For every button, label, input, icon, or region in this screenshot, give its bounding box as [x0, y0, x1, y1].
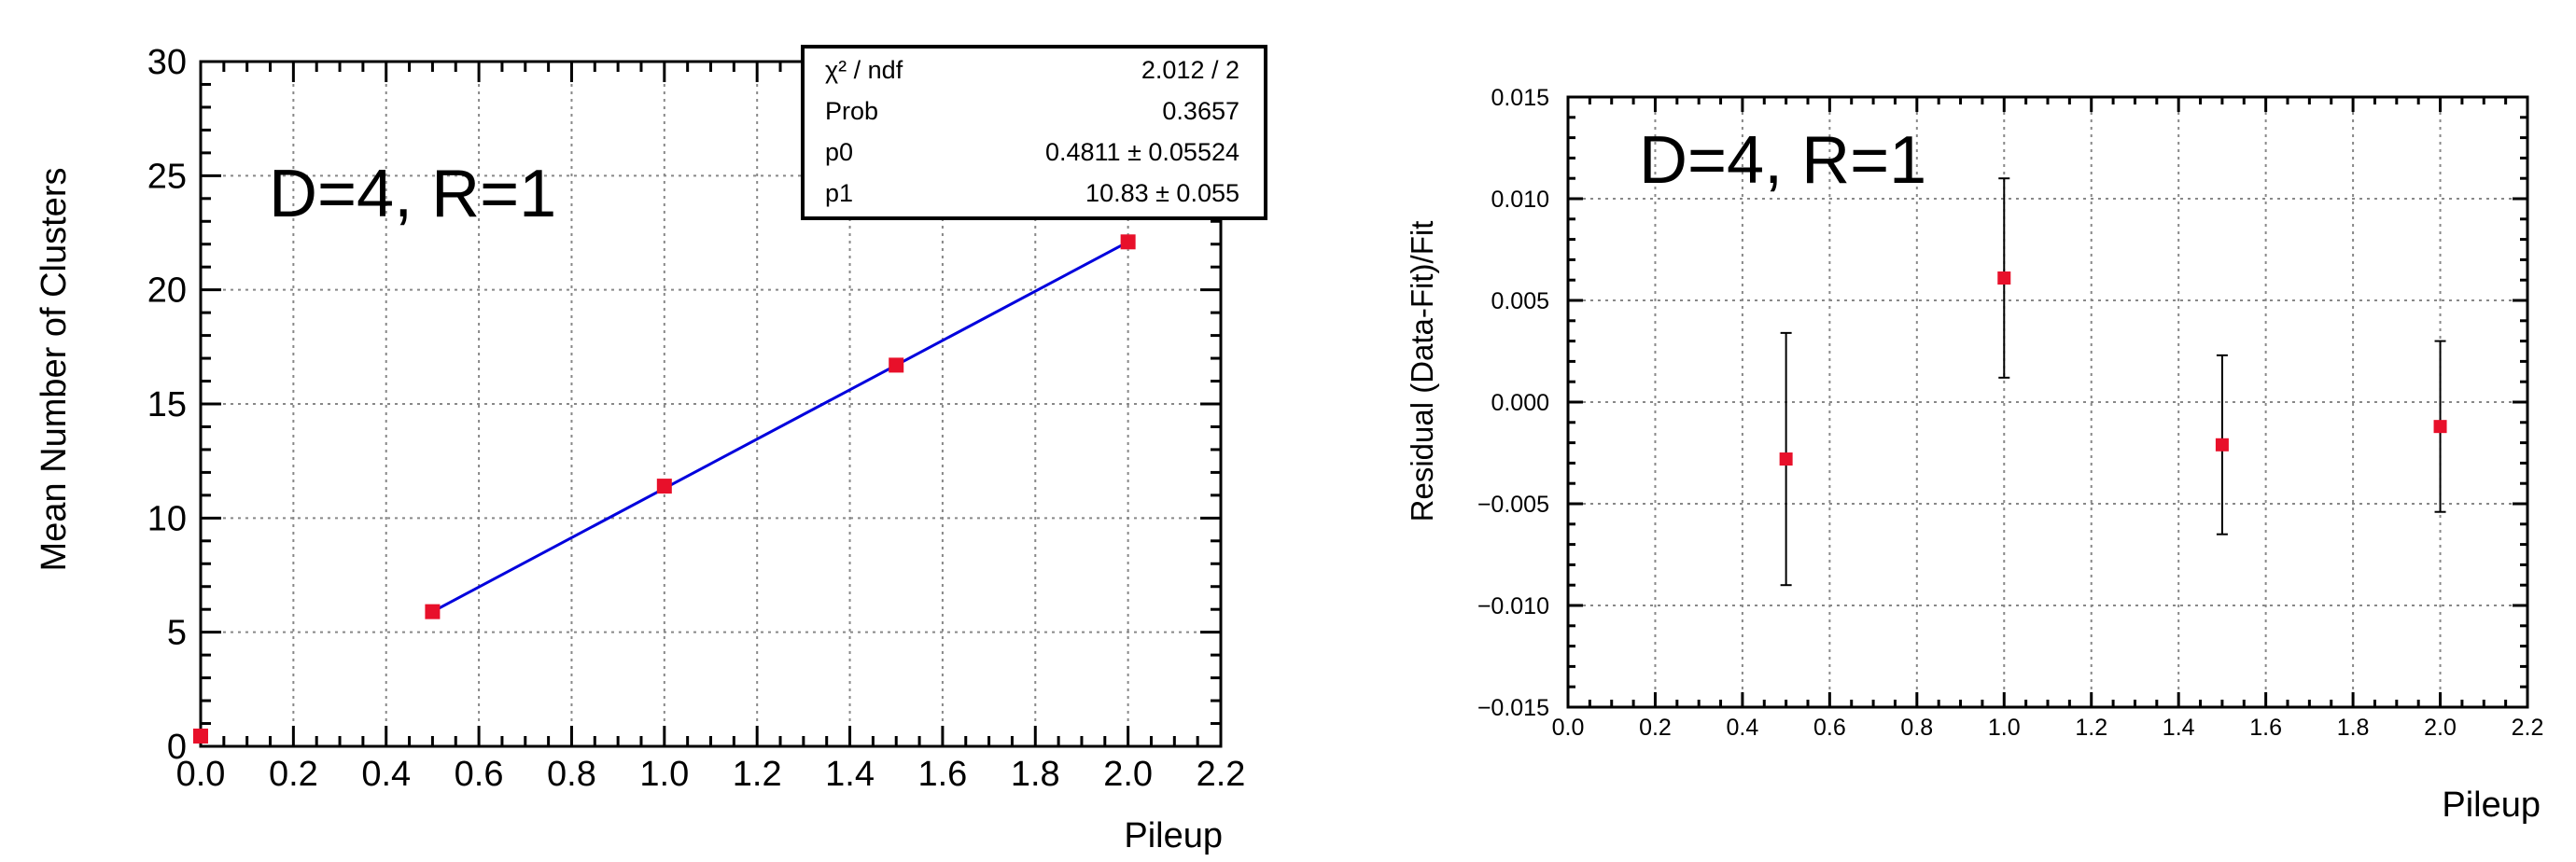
x-tick-label: 1.6	[2249, 715, 2282, 741]
clusters-vs-pileup-panel: Pileup Mean Number of Clusters 0.0 0.2 0.4…	[35, 43, 1267, 855]
x-tick-label: 0.2	[1639, 715, 1672, 741]
stats-value: 10.83 ± 0.055	[1085, 179, 1239, 207]
x-tick-label: 1.2	[2075, 715, 2107, 741]
x-tick-label: 1.2	[733, 755, 782, 794]
y-tick-label: 0.010	[1491, 187, 1549, 213]
x-tick-label: 1.0	[639, 755, 689, 794]
y-tick-label: 20	[147, 271, 187, 311]
plot-frame	[199, 60, 1223, 748]
x-axis-label: Pileup	[1124, 816, 1223, 855]
x-tick-label: 1.4	[2163, 715, 2195, 741]
stats-label: p0	[825, 138, 853, 166]
x-tick-label: 0.8	[1900, 715, 1933, 741]
data-point	[425, 604, 441, 619]
x-tick-label: 1.0	[1988, 715, 2021, 741]
y-axis-label: Mean Number of Clusters	[35, 168, 74, 572]
data-point	[2215, 438, 2229, 452]
x-tick-label: 0.0	[1552, 715, 1585, 741]
stats-box	[801, 45, 1267, 220]
x-tick-label: 0.0	[176, 755, 226, 794]
x-tick-label: 2.0	[2424, 715, 2457, 741]
data-point	[889, 357, 904, 373]
stats-label: Prob	[825, 97, 878, 125]
stats-value: 2.012 / 2	[1141, 56, 1239, 84]
data-point	[1779, 452, 1793, 466]
y-tick-label: 5	[167, 614, 187, 653]
y-tick-label: −0.015	[1477, 695, 1549, 721]
x-tick-label: 0.4	[1727, 715, 1759, 741]
data-point	[193, 728, 208, 744]
plot-frame	[1566, 95, 2529, 709]
y-tick-label: 0.015	[1491, 85, 1549, 111]
annotation-text: D=4, R=1	[269, 157, 556, 231]
y-tick-label: −0.010	[1477, 593, 1549, 619]
y-tick-label: 0.000	[1491, 390, 1549, 416]
y-axis-label: Residual (Data-Fit)/Fit	[1405, 221, 1439, 522]
x-tick-label: 0.2	[269, 755, 318, 794]
stats-label: χ² / ndf	[825, 56, 903, 84]
x-tick-label: 2.0	[1103, 755, 1153, 794]
grid	[1568, 97, 2527, 707]
data-point	[1120, 234, 1136, 250]
data-point	[656, 479, 672, 494]
y-tick-label: −0.005	[1477, 492, 1549, 518]
x-tick-label: 1.8	[2337, 715, 2370, 741]
annotation-text: D=4, R=1	[1639, 123, 1926, 198]
x-axis-label: Pileup	[2442, 786, 2541, 825]
stats-value: 0.3657	[1162, 97, 1239, 125]
x-tick-label: 0.6	[455, 755, 504, 794]
x-tick-label: 0.6	[1813, 715, 1846, 741]
stats-value: 0.4811 ± 0.05524	[1045, 138, 1239, 166]
data-point	[2433, 420, 2447, 434]
x-tick-label: 0.8	[547, 755, 596, 794]
x-tick-label: 2.2	[2512, 715, 2544, 741]
x-tick-label: 0.4	[361, 755, 411, 794]
x-tick-label: 1.8	[1011, 755, 1060, 794]
data-point	[1997, 271, 2011, 285]
fit-line	[431, 240, 1129, 613]
y-tick-label: 15	[147, 385, 187, 424]
y-tick-label: 0	[167, 728, 187, 767]
y-tick-label: 30	[147, 43, 187, 82]
y-tick-label: 25	[147, 157, 187, 196]
y-tick-label: 0.005	[1491, 288, 1549, 314]
stats-label: p1	[825, 179, 853, 207]
x-tick-label: 1.6	[917, 755, 967, 794]
y-tick-label: 10	[147, 499, 187, 538]
x-tick-label: 1.4	[825, 755, 875, 794]
residual-panel: Pileup Residual (Data-Fit)/Fit 0.0 0.2 0.4…	[1405, 85, 2543, 825]
x-tick-label: 2.2	[1197, 755, 1246, 794]
